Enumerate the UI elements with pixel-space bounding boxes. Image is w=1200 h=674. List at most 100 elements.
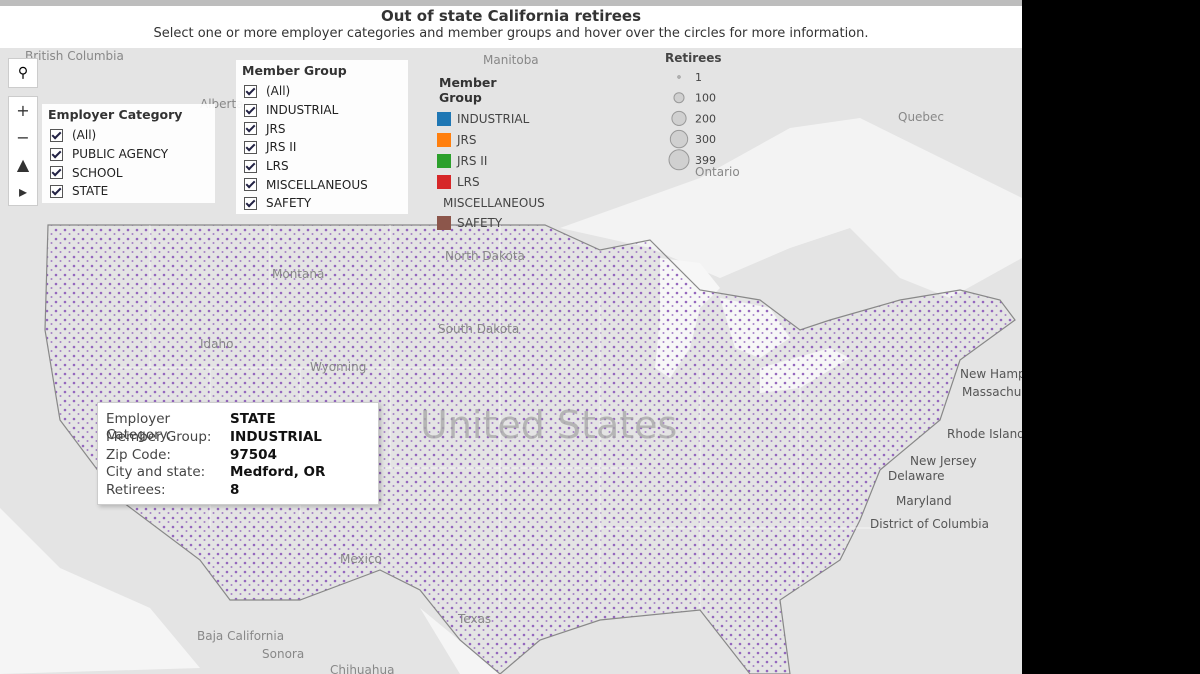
map-label: Massachusetts — [962, 385, 1022, 399]
map-label: United States — [420, 403, 677, 447]
legend-item: JRS — [433, 130, 541, 151]
legend-label: LRS — [457, 174, 480, 189]
size-circle — [673, 92, 685, 104]
title: Out of state California retirees — [380, 7, 642, 25]
tooltip-value: 8 — [230, 482, 240, 499]
tooltip-label: Employer Category: — [106, 411, 172, 443]
option-label: MISCELLANEOUS — [266, 177, 368, 192]
search-button[interactable]: ⚲ — [8, 58, 38, 88]
checkbox[interactable] — [244, 122, 257, 136]
tooltip-value: INDUSTRIAL — [230, 428, 322, 445]
option-label: STATE — [72, 184, 109, 199]
tooltip-label: Retirees: — [106, 482, 166, 499]
legend-title: Member Group — [439, 75, 497, 105]
filter-title: Employer Category — [48, 107, 183, 122]
tooltip-label: Member Group: — [106, 428, 212, 445]
option-label: INDUSTRIAL — [266, 103, 339, 118]
tooltip-value: Medford, OR — [230, 464, 326, 481]
checkbox[interactable] — [50, 128, 63, 142]
map-label: Delaware — [888, 469, 945, 483]
tooltip-row: City and state: Medford, OR — [98, 464, 378, 482]
tooltip-row: Retirees: 8 — [98, 482, 378, 500]
map-label: Mexico — [340, 552, 382, 566]
filter-option[interactable]: MISCELLANEOUS — [236, 175, 408, 194]
legend-label: JRS II — [457, 153, 488, 168]
legend-item: SAFETY — [433, 213, 541, 234]
option-label: SCHOOL — [72, 165, 123, 180]
filter-option[interactable]: PUBLIC AGENCY — [42, 145, 215, 164]
checkbox[interactable] — [244, 159, 257, 173]
filter-option[interactable]: JRS II — [236, 138, 408, 157]
option-label: JRS — [266, 121, 286, 136]
map-label: New Hampshire — [960, 367, 1022, 381]
water — [560, 118, 1022, 298]
option-label: PUBLIC AGENCY — [72, 147, 169, 162]
size-label: 300 — [695, 133, 716, 146]
map-label: South Dakota — [438, 322, 519, 336]
option-label: LRS — [266, 159, 289, 174]
map-label: Quebec — [898, 110, 944, 124]
legend-item: JRS II — [433, 151, 541, 172]
ocean — [0, 508, 500, 674]
tooltip-row: Zip Code: 97504 — [98, 447, 378, 465]
option-label: (All) — [266, 84, 291, 99]
tooltip-row: Employer Category: STATE — [98, 411, 378, 443]
checkbox[interactable] — [50, 184, 63, 198]
checkbox[interactable] — [244, 84, 257, 98]
size-circle — [677, 75, 681, 79]
top-bar — [0, 0, 1022, 6]
filter-option[interactable]: STATE — [42, 182, 215, 201]
dashboard: Out of state California retirees Select … — [0, 0, 1022, 674]
map-label: District of Columbia — [870, 517, 989, 531]
filter-option[interactable]: (All) — [42, 126, 215, 145]
subtitle: Select one or more employer categories a… — [153, 26, 869, 41]
map-label: Maryland — [896, 494, 952, 508]
map-label: Chihuahua — [330, 663, 394, 674]
pin[interactable]: ▲ — [16, 155, 30, 174]
map-label: Manitoba — [483, 53, 539, 67]
size-legend-title: Retirees — [665, 51, 722, 65]
legend-swatch — [437, 112, 451, 127]
checkbox[interactable] — [244, 103, 257, 117]
map-label: Ontario — [695, 165, 740, 179]
map-label: Montana — [272, 267, 324, 281]
legend-label: INDUSTRIAL — [457, 112, 530, 127]
tooltip-value: STATE — [230, 411, 276, 427]
member-filter: Member Group (All) INDUSTRIAL JRS JRS II LRS M… — [236, 60, 408, 214]
united-states — [44, 224, 1016, 674]
filter-option[interactable]: SCHOOL — [42, 163, 215, 182]
size-label: 100 — [695, 92, 716, 105]
checkbox[interactable] — [244, 140, 257, 154]
size-label: 399 — [695, 154, 716, 167]
checkbox[interactable] — [50, 147, 63, 161]
filter-option[interactable]: INDUSTRIAL — [236, 101, 408, 120]
tooltip-row: Member Group: INDUSTRIAL — [98, 429, 378, 447]
legend-swatch — [437, 174, 451, 189]
size-legend: Retirees 1 100 200 300 399 — [665, 51, 722, 171]
legend-item: LRS — [433, 171, 541, 192]
filter-option[interactable]: JRS — [236, 119, 408, 138]
tooltip-value: 97504 — [230, 446, 277, 463]
checkbox[interactable] — [50, 166, 63, 180]
tooltip-label: Zip Code: — [106, 446, 171, 463]
map-label: Idaho — [200, 337, 233, 351]
map-label: New Jersey — [910, 454, 977, 468]
legend-label: JRS — [457, 133, 477, 148]
filter-option[interactable]: SAFETY — [236, 194, 408, 213]
map-label: Texas — [457, 612, 491, 626]
checkbox[interactable] — [244, 178, 257, 192]
zoom-out[interactable]: − — [16, 128, 30, 147]
map-tools: + − ▲ ▸ — [8, 96, 38, 206]
legend-swatch — [437, 133, 451, 148]
legend-label: SAFETY — [457, 216, 503, 231]
zoom-in[interactable]: + — [16, 101, 30, 120]
option-label: (All) — [72, 128, 97, 143]
legend-label: MISCELLANEOUS — [443, 195, 545, 210]
size-circle — [671, 110, 687, 126]
filter-option[interactable]: (All) — [236, 82, 408, 101]
checkbox[interactable] — [244, 196, 257, 210]
legend-item: INDUSTRIAL — [433, 109, 541, 130]
filter-option[interactable]: LRS — [236, 157, 408, 176]
expand[interactable]: ▸ — [18, 182, 28, 201]
employer-filter: Employer Category (All) PUBLIC AGENCY SCHOO… — [42, 104, 215, 203]
